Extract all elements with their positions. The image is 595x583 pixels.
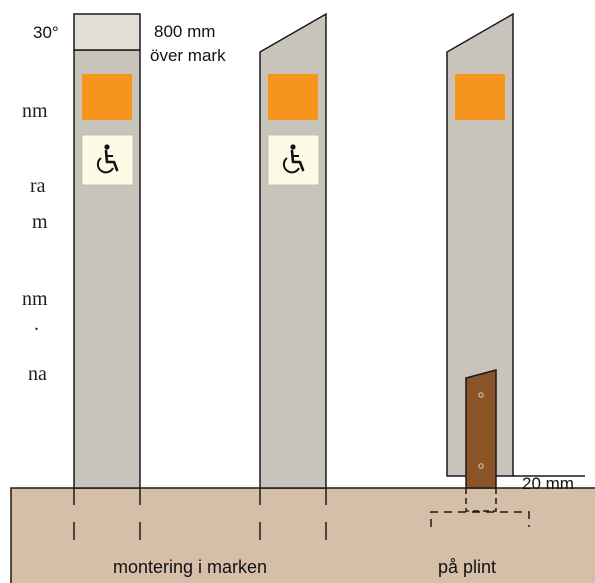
angle-label: 30° (33, 23, 59, 42)
ground (10, 487, 595, 583)
ground-mount-label: montering i marken (113, 557, 267, 577)
plinth-mount-label: på plint (438, 557, 496, 577)
left-text-fragment: nm (22, 100, 48, 122)
wheelchair-icon (96, 144, 119, 174)
post-cap (73, 13, 141, 51)
reflector-marker (82, 74, 132, 120)
left-text-fragment: na (28, 363, 47, 385)
wooden-plinth (465, 369, 497, 489)
post-body (73, 49, 141, 489)
bollard-on-plinth (446, 12, 514, 489)
bollard-slanted-top (259, 12, 327, 489)
reflector-marker (268, 74, 318, 120)
left-text-fragment: . (34, 313, 39, 335)
plinth-bolt (478, 463, 484, 469)
height-value-label: 800 mm (154, 22, 215, 41)
left-text-fragment: nm (22, 288, 48, 310)
height-desc-label: över mark (150, 46, 226, 65)
reflector-marker (455, 74, 505, 120)
bollard-flat-top (73, 13, 141, 489)
left-text-fragment: m (32, 211, 48, 233)
wheelchair-icon (282, 144, 305, 174)
left-text-fragment: ra (30, 175, 46, 197)
plinth-bolt (478, 392, 484, 398)
ground-depth-ticks (73, 488, 327, 540)
plinth-gap-label: 20 mm (522, 474, 574, 493)
plinth-footing-outline (430, 488, 530, 527)
